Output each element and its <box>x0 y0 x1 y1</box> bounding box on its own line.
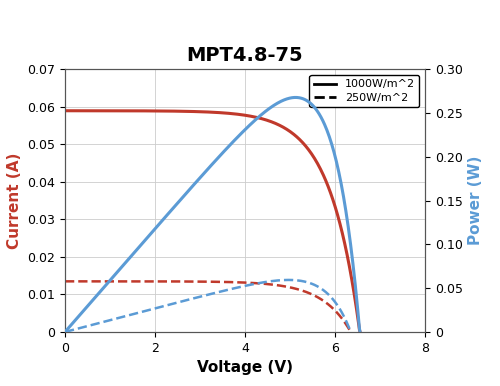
Legend: 1000W/m^2, 250W/m^2: 1000W/m^2, 250W/m^2 <box>310 75 420 107</box>
X-axis label: Voltage (V): Voltage (V) <box>197 360 293 375</box>
Y-axis label: Current (A): Current (A) <box>6 152 22 249</box>
Title: MPT4.8-75: MPT4.8-75 <box>186 46 304 65</box>
Y-axis label: Power (W): Power (W) <box>468 156 483 245</box>
